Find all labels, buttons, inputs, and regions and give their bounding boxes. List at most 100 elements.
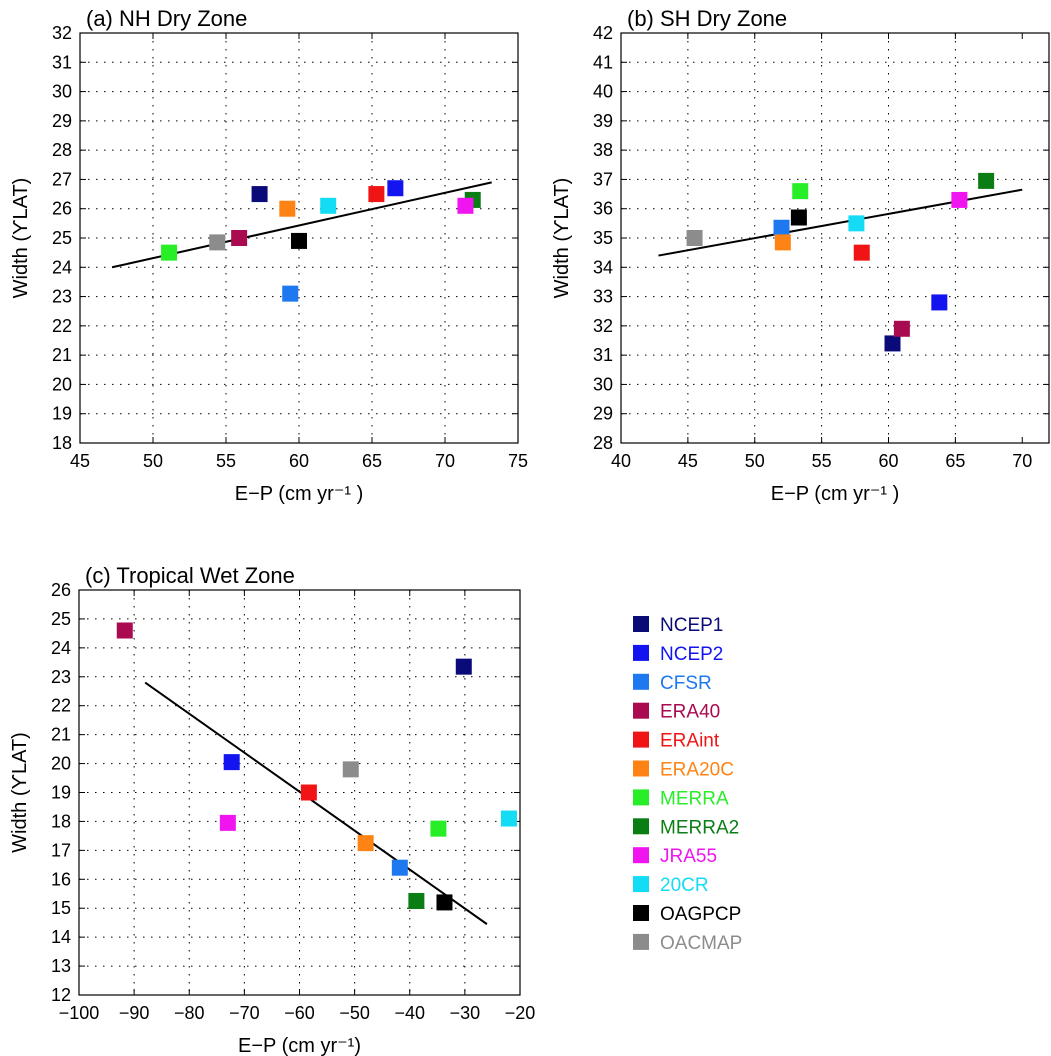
data-point-era20c — [774, 234, 791, 251]
x-tick-label: −100 — [59, 1003, 100, 1023]
y-tick-label: 32 — [52, 23, 72, 43]
y-tick-label: 27 — [52, 169, 72, 189]
data-point-ncep2 — [931, 294, 948, 311]
data-point-era40 — [893, 320, 910, 337]
data-point-merra — [792, 183, 809, 200]
data-point-eraint — [853, 244, 870, 261]
y-tick-label: 28 — [52, 140, 72, 160]
x-tick-label: 40 — [611, 451, 631, 471]
y-tick-label: 30 — [52, 82, 72, 102]
data-point-eraint — [300, 784, 317, 801]
y-tick-label: 21 — [52, 345, 72, 365]
x-tick-label: 60 — [878, 451, 898, 471]
y-tick-label: 18 — [52, 433, 72, 453]
y-tick-label: 41 — [593, 52, 613, 72]
y-tick-label: 23 — [52, 287, 72, 307]
data-point-oagpcp — [790, 209, 807, 226]
y-tick-label: 13 — [51, 956, 71, 976]
data-point-merra2 — [978, 172, 995, 189]
y-tick-label: 21 — [51, 725, 71, 745]
x-tick-label: −70 — [229, 1003, 260, 1023]
data-point-oacmap — [209, 234, 226, 251]
y-tick-label: 29 — [52, 111, 72, 131]
data-point-oacmap — [342, 761, 359, 778]
y-axis-label: Width (ϒLAT) — [9, 732, 31, 853]
x-axis-label: E−P (cm yr⁻¹ ) — [235, 483, 364, 505]
y-tick-label: 26 — [51, 580, 71, 600]
legend-marker-cfsr — [633, 673, 649, 690]
legend-marker-jra55 — [633, 847, 649, 864]
y-tick-label: 12 — [51, 985, 71, 1005]
y-tick-label: 20 — [51, 754, 71, 774]
y-tick-label: 15 — [51, 898, 71, 918]
x-tick-label: 45 — [678, 451, 698, 471]
chart-panel-1: 45 50 55 60 65 70 75 18 19 20 21 22 23 24 25 26 27 28 29 30… — [10, 6, 528, 505]
y-tick-label: 18 — [51, 811, 71, 831]
x-tick-label: −40 — [394, 1003, 425, 1023]
data-point-ncep1 — [455, 658, 472, 675]
x-tick-label: −60 — [284, 1003, 315, 1023]
data-point-merra — [430, 820, 447, 837]
y-tick-label: 33 — [593, 287, 613, 307]
x-tick-label: 65 — [362, 451, 382, 471]
y-tick-label: 14 — [51, 927, 71, 947]
legend-marker-20cr — [633, 876, 649, 893]
legend-label-ncep1: NCEP1 — [660, 615, 723, 636]
y-tick-label: 34 — [593, 257, 613, 277]
y-tick-label: 39 — [593, 111, 613, 131]
x-tick-label: 70 — [435, 451, 455, 471]
regression-line — [144, 681, 488, 925]
y-tick-label: 40 — [593, 82, 613, 102]
x-tick-label: 55 — [812, 451, 832, 471]
y-tick-label: 19 — [51, 783, 71, 803]
legend-marker-era20c — [633, 760, 649, 777]
data-point-cfsr — [391, 859, 408, 876]
x-tick-label: 50 — [745, 451, 765, 471]
data-point-era20c — [279, 200, 296, 217]
panel-title: (b) SH Dry Zone — [627, 6, 787, 31]
y-tick-label: 25 — [52, 228, 72, 248]
regression-line — [658, 188, 1023, 257]
legend-label-era20c: ERA20C — [660, 760, 734, 781]
legend-label-ncep2: NCEP2 — [660, 644, 723, 665]
y-tick-label: 22 — [51, 696, 71, 716]
y-tick-label: 28 — [593, 433, 613, 453]
chart-panel-3: −100 −90 −80 −70 −60 −50 −40 −30 −20 12 13 14 15 16 17… — [9, 563, 535, 1056]
legend-marker-oagpcp — [633, 905, 649, 921]
x-tick-label: 50 — [143, 451, 163, 471]
legend-marker-era40 — [633, 702, 649, 719]
data-point-jra55 — [457, 197, 474, 214]
y-tick-label: 30 — [593, 374, 613, 394]
x-axis-label: E−P (cm yr⁻¹) — [238, 1035, 361, 1056]
y-tick-label: 31 — [52, 52, 72, 72]
x-tick-label: −90 — [119, 1003, 150, 1023]
y-tick-label: 20 — [52, 374, 72, 394]
legend-label-era40: ERA40 — [660, 702, 720, 723]
x-tick-label: 70 — [1012, 451, 1032, 471]
data-point-merra — [161, 244, 178, 261]
legend-label-20cr: 20CR — [660, 875, 709, 896]
legend-label-cfsr: CFSR — [660, 673, 712, 694]
y-tick-label: 36 — [593, 199, 613, 219]
data-point-20cr — [500, 810, 517, 827]
chart-panel-2: 40 45 50 55 60 65 70 28 29 30 31 32 33 34 35 36 37 38 39 40… — [551, 6, 1050, 505]
legend-marker-oacmap — [633, 933, 649, 950]
data-point-oagpcp — [291, 232, 307, 249]
y-tick-label: 17 — [51, 840, 71, 860]
y-tick-label: 38 — [593, 140, 613, 160]
x-tick-label: 55 — [216, 451, 236, 471]
y-tick-label: 25 — [51, 609, 71, 629]
x-tick-label: −80 — [174, 1003, 205, 1023]
legend: NCEP1 NCEP2 CFSR ERA40 ERAint ERA20C MERRA MERR… — [633, 615, 742, 954]
legend-marker-ncep2 — [633, 644, 649, 661]
legend-label-merra: MERRA — [660, 788, 729, 809]
y-axis-label: Width (ϒLAT) — [551, 178, 573, 299]
data-point-cfsr — [282, 285, 299, 302]
y-tick-label: 31 — [593, 345, 613, 365]
y-tick-label: 35 — [593, 228, 613, 248]
data-point-jra55 — [219, 814, 236, 831]
y-tick-label: 24 — [51, 638, 71, 658]
data-point-cfsr — [773, 219, 790, 236]
data-point-era40 — [116, 622, 133, 639]
